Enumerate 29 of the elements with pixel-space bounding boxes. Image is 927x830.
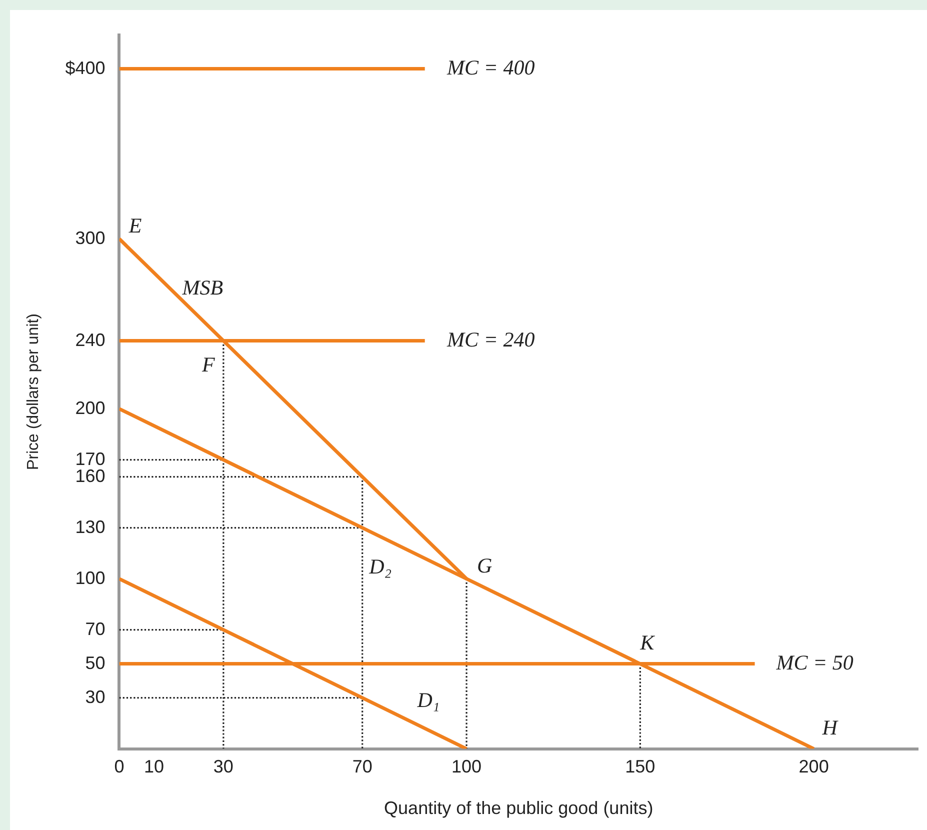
x-tick-label: 200 (798, 756, 829, 777)
y-tick-label: 240 (75, 330, 106, 350)
y-tick-label: 30 (85, 686, 106, 707)
y-tick-label: 70 (85, 618, 106, 639)
annotation: MC = 400 (446, 55, 536, 80)
annotation: G (476, 553, 492, 578)
annotation: E (128, 213, 142, 238)
annotation: MC = 50 (775, 650, 854, 674)
y-tick-label: 130 (75, 516, 106, 537)
x-tick-label: 150 (625, 756, 656, 777)
y-tick-label: 200 (75, 398, 106, 418)
x-tick-label: 0 (114, 756, 124, 777)
y-tick-label: $400 (65, 58, 106, 78)
x-tick-label: 30 (213, 756, 234, 777)
x-tick-label: 100 (452, 756, 482, 777)
x-axis-title: Quantity of the public good (units) (384, 798, 654, 818)
x-tick-label: 10 (144, 756, 164, 777)
annotation: K (639, 630, 656, 654)
annotation: F (201, 352, 216, 376)
annotation: MC = 240 (446, 327, 536, 352)
y-axis-title: Price (dollars per unit) (25, 314, 42, 470)
annotation: MSB (181, 275, 224, 300)
y-tick-label: 50 (85, 652, 106, 673)
annotation: D₁ (416, 688, 440, 712)
annotation: H (821, 715, 840, 740)
annotation: D₂ (368, 554, 392, 578)
y-tick-label: 100 (75, 568, 106, 588)
x-tick-label: 70 (352, 756, 372, 777)
y-tick-label: 300 (75, 228, 106, 248)
